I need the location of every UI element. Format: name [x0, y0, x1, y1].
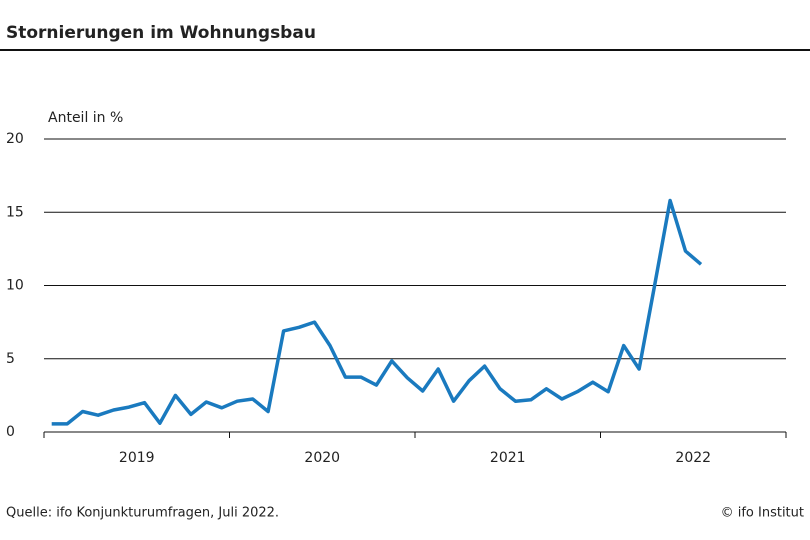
- data-line: [51, 198, 703, 426]
- x-tick-label: 2022: [675, 450, 711, 466]
- y-tick-label: 15: [6, 204, 24, 220]
- y-axis-label: Anteil in %: [48, 110, 123, 126]
- y-tick-label: 5: [6, 351, 15, 367]
- x-tick-label: 2019: [119, 450, 155, 466]
- copyright: © ifo Institut: [721, 506, 804, 521]
- y-tick-label: 0: [6, 424, 15, 440]
- x-tick-label: 2020: [304, 450, 340, 466]
- chart-title: Stornierungen im Wohnungsbau: [6, 23, 316, 43]
- source: Quelle: ifo Konjunkturumfragen, Juli 202…: [6, 506, 279, 521]
- x-tick-label: 2021: [490, 450, 526, 466]
- y-tick-label: 10: [6, 278, 24, 294]
- y-tick-label: 20: [6, 131, 24, 147]
